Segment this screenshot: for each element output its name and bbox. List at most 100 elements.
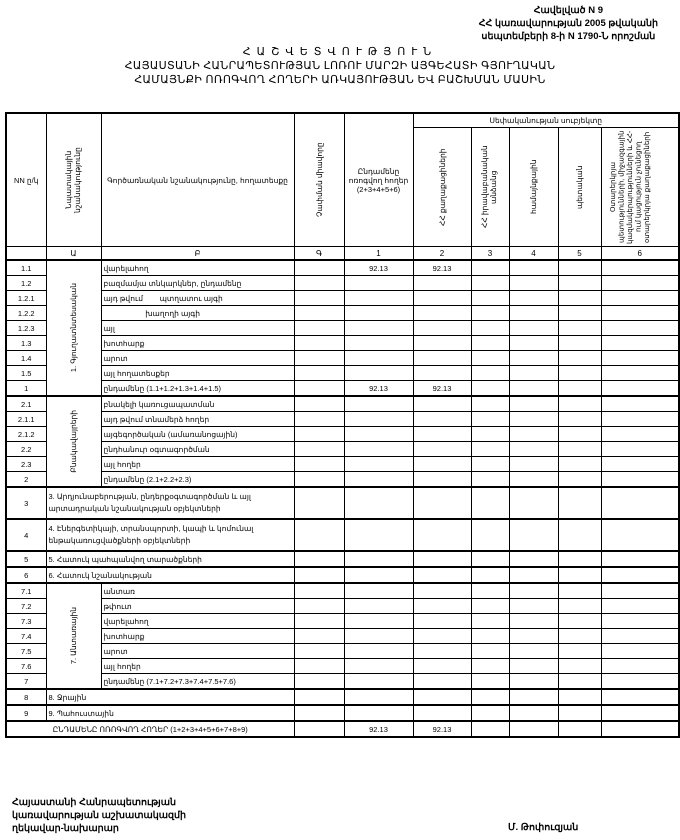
- total-cell: [343, 518, 414, 552]
- value-cell-c6: [600, 395, 680, 412]
- column-letter: 1: [343, 246, 414, 261]
- row-number: 8: [5, 688, 47, 706]
- land-report-table: NN ը/կ Նպատակային նշանակությունը Գործառն…: [5, 112, 680, 738]
- header-legal-entities: ՀՀ իրավաբանական անձանց: [470, 127, 510, 247]
- value-cell-c2: [412, 411, 472, 427]
- group-label-text: Բնակավայրերի: [69, 410, 78, 473]
- value-cell-c4: [508, 673, 559, 690]
- value-cell-c2: [412, 643, 472, 659]
- value-cell-c3: [470, 290, 510, 306]
- total-cell: [343, 290, 414, 306]
- value-cell-c6: [600, 628, 680, 644]
- row-description: խոտհարք: [100, 628, 295, 644]
- value-cell-c2: [412, 704, 472, 722]
- value-cell-c2: [412, 673, 472, 690]
- appendix-line: ՀՀ կառավարության 2005 թվականի: [478, 18, 658, 29]
- row-number: 7.5: [5, 643, 47, 659]
- value-cell-c5: [557, 275, 602, 291]
- row-description: խաղողի այգի: [100, 305, 295, 321]
- table-row: 1.1 1. Գյուղատնտեսական վարելահող 92.13 92.13: [5, 259, 680, 397]
- value-cell-c6: [600, 673, 680, 690]
- title-line: ՀԱՇՎԵՏՎՈՒԹՅՈՒՆ: [242, 46, 438, 58]
- total-cell: [343, 643, 414, 659]
- value-cell-c2: [412, 566, 472, 584]
- row-description: այլ հողատեսքեր: [100, 365, 295, 381]
- value-cell-c2: [412, 658, 472, 674]
- row-number: 1.2.3: [5, 320, 47, 336]
- value-cell-c3: [470, 395, 510, 412]
- value-cell-c2: [412, 395, 472, 412]
- total-cell: [343, 566, 414, 584]
- row-description: վարելահող: [100, 613, 295, 629]
- row-number: 4: [5, 518, 47, 552]
- value-cell-c5: [557, 441, 602, 457]
- row-number: 3: [5, 486, 47, 520]
- grand-total-row: ԸՆԴԱՄԵՆԸ ՈՌՈԳՎՈՂ ՀՈՂԵՐ (1+2+3+4+5+6+7+8+…: [5, 720, 680, 738]
- unit-cell: [293, 395, 345, 412]
- value-cell-c5: [557, 598, 602, 614]
- value-cell-c6: [600, 598, 680, 614]
- header-nn: NN ը/կ: [5, 112, 47, 247]
- value-cell-c3: [470, 426, 510, 442]
- row-number: 1.2.2: [5, 305, 47, 321]
- total-cell: [343, 598, 414, 614]
- unit-cell: [293, 426, 345, 442]
- value-cell-c4: [508, 456, 559, 472]
- value-cell-c2: [412, 365, 472, 381]
- value-cell-c3: [470, 441, 510, 457]
- value-cell-c4: [508, 566, 559, 584]
- column-letter: 2: [412, 246, 472, 261]
- row-number: 7.2: [5, 598, 47, 614]
- value-cell-c3: [470, 380, 510, 397]
- column-letter-blank: [5, 246, 47, 261]
- total-cell: [343, 305, 414, 321]
- row-number: 1.2: [5, 275, 47, 291]
- row-description: թփուտ: [100, 598, 295, 614]
- table-row: 1.3 խոտհարք: [5, 335, 680, 351]
- value-cell-c5: [557, 426, 602, 442]
- title-line: ՀԱՄԱՅՆՔԻ ՈՌՈԳՎՈՂ ՀՈՂԵՐԻ ԱՌԿԱՅՈՒԹՅԱՆ ԵՎ Բ…: [134, 74, 546, 86]
- total-cell: 92.13: [343, 259, 414, 276]
- title-line: ՀԱՅԱՍՏԱՆԻ ՀԱՆՐԱՊԵՏՈՒԹՅԱՆ ԼՈՌՈՒ ՄԱՐԶԻ ԱՅԳ…: [124, 60, 556, 72]
- value-cell-c5: [557, 643, 602, 659]
- value-cell-c6: [600, 259, 680, 276]
- unit-cell: [293, 335, 345, 351]
- table-row: 7.1 7. Անտառային անտառ: [5, 582, 680, 690]
- signatory-name: Մ. Թոփուզյան: [508, 822, 579, 833]
- value-cell-c3: [470, 275, 510, 291]
- row-number: 6: [5, 566, 47, 584]
- value-cell-c6: [600, 290, 680, 306]
- value-cell-c4: [508, 720, 559, 738]
- value-cell-c6: [600, 441, 680, 457]
- value-cell-c6: [600, 350, 680, 366]
- unit-cell: [293, 350, 345, 366]
- value-cell-c3: [470, 550, 510, 568]
- row-number: 2.2: [5, 441, 47, 457]
- column-letter: 3: [470, 246, 510, 261]
- group-label: 1. Գյուղատնտեսական: [45, 259, 102, 397]
- table-row: 1.2 բազմամյա տնկարկներ, ընդամենը: [5, 275, 680, 291]
- total-cell: [343, 582, 414, 599]
- table-row: 2.3 այլ հողեր: [5, 456, 680, 472]
- value-cell-c5: [557, 613, 602, 629]
- grand-total-label: ԸՆԴԱՄԵՆԸ ՈՌՈԳՎՈՂ ՀՈՂԵՐ (1+2+3+4+5+6+7+8+…: [5, 720, 295, 738]
- group-label-text: 7. Անտառային: [69, 607, 78, 665]
- value-cell-c6: [600, 320, 680, 336]
- value-cell-c2: 92.13: [412, 380, 472, 397]
- value-cell-c5: [557, 471, 602, 488]
- value-cell-c5: [557, 395, 602, 412]
- value-cell-c2: [412, 335, 472, 351]
- row-description: անտառ: [100, 582, 295, 599]
- total-cell: [343, 550, 414, 568]
- value-cell-c3: [470, 566, 510, 584]
- value-cell-c2: [412, 320, 472, 336]
- table-row: 7 ընդամենը (7.1+7.2+7.3+7.4+7.5+7.6): [5, 673, 680, 690]
- row-number: 1.2.1: [5, 290, 47, 306]
- value-cell-c3: [470, 471, 510, 488]
- total-cell: [343, 441, 414, 457]
- value-cell-c4: [508, 688, 559, 706]
- row-number: 7.1: [5, 582, 47, 599]
- table-row: 2.1 Բնակավայրերի բնակելի կառուցապատման: [5, 395, 680, 488]
- document-title: ՀԱՇՎԵՏՎՈՒԹՅՈՒՆ ՀԱՅԱՍՏԱՆԻ ՀԱՆՐԱՊԵՏՈՒԹՅԱՆ …: [0, 45, 680, 87]
